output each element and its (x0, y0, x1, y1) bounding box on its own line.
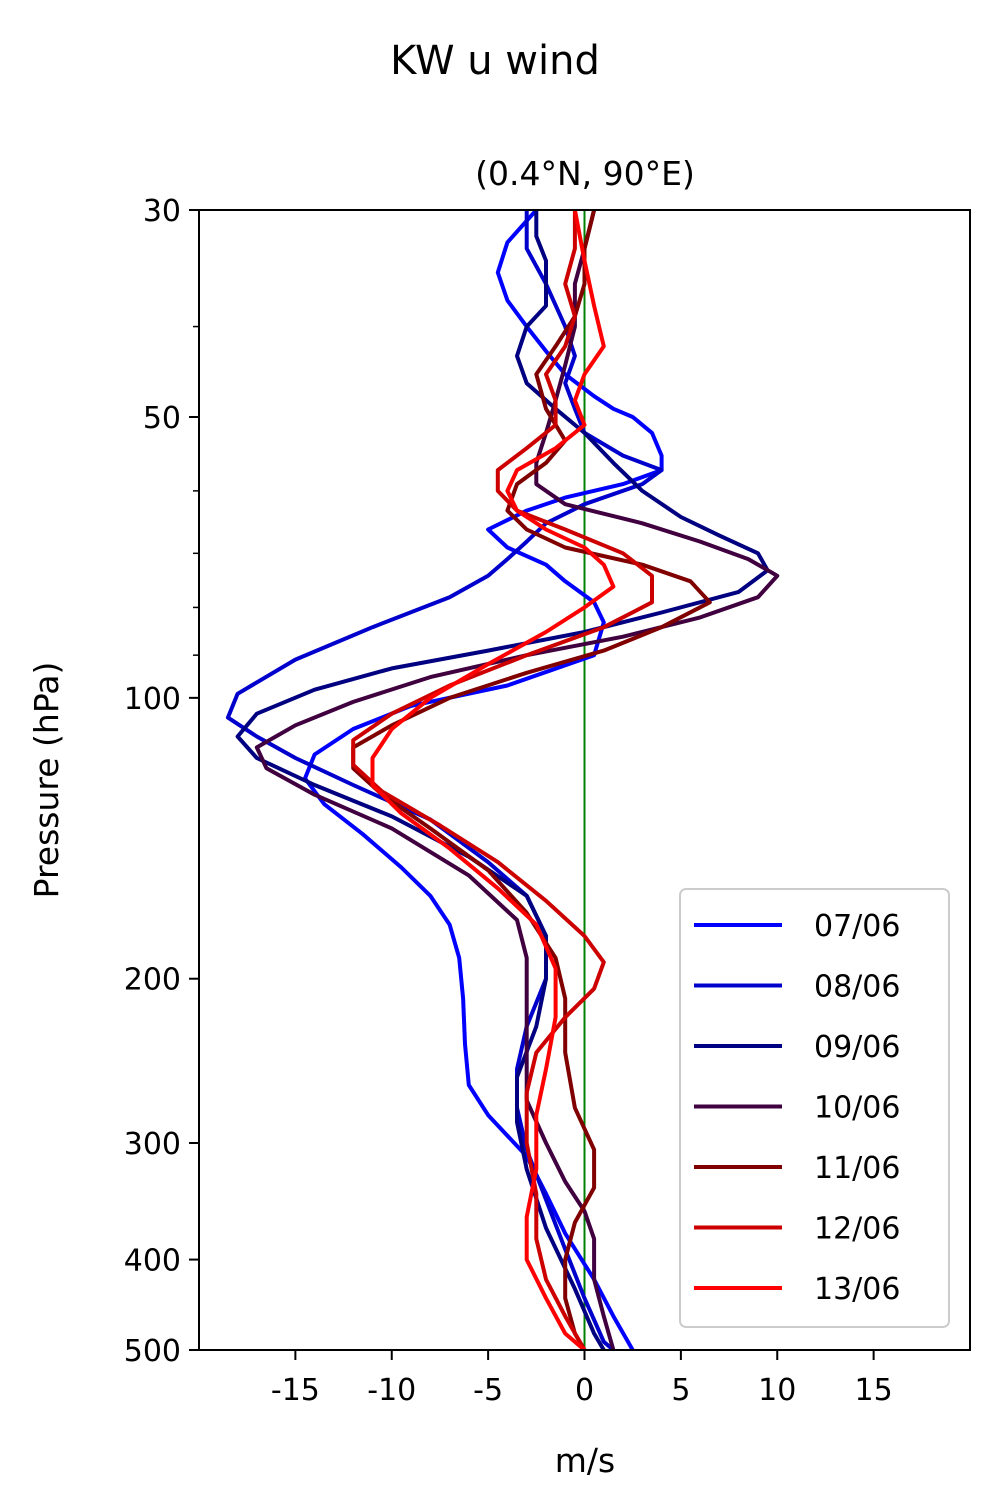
series-line-13-06 (370, 210, 616, 1350)
x-axis: -15 -10 -5 0 5 10 15 (271, 1350, 893, 1408)
y-tick-label: 300 (124, 1127, 181, 1162)
chart-title: KW u wind (390, 38, 600, 84)
legend-label: 11/06 (814, 1151, 900, 1186)
x-tick-label: 10 (758, 1373, 796, 1408)
legend-label: 12/06 (814, 1212, 900, 1247)
x-tick-label: 5 (671, 1373, 690, 1408)
x-tick-label: 0 (575, 1373, 594, 1408)
y-tick-label: 200 (124, 963, 181, 998)
x-tick-label: -10 (367, 1373, 416, 1408)
y-tick-label: 400 (124, 1244, 181, 1279)
series-group (225, 210, 780, 1350)
y-axis-label: Pressure (hPa) (27, 662, 66, 899)
series-line-11-06 (351, 210, 712, 1350)
series-line-10-06 (254, 210, 780, 1350)
y-tick-label: 500 (124, 1334, 181, 1369)
legend-label: 08/06 (814, 970, 900, 1005)
x-tick-label: -15 (271, 1373, 320, 1408)
y-tick-label: 30 (143, 194, 181, 229)
legend-label: 10/06 (814, 1091, 900, 1126)
chart-subtitle: (0.4°N, 90°E) (475, 154, 695, 193)
x-axis-label: m/s (555, 1441, 615, 1480)
series-line-12-06 (351, 210, 654, 1350)
series-line-07-06 (303, 210, 664, 1350)
x-tick-label: -5 (473, 1373, 503, 1408)
y-tick-label: 50 (143, 401, 181, 436)
legend-frame (679, 888, 950, 1328)
x-tick-label: 15 (855, 1373, 893, 1408)
y-axis: 30 50 100 200 300 400 500 (124, 194, 199, 1369)
legend-label: 13/06 (814, 1272, 900, 1307)
y-tick-label: 100 (124, 682, 181, 717)
legend-label: 09/06 (814, 1030, 900, 1065)
series-line-09-06 (235, 210, 770, 1350)
legend: 07/06 08/06 09/06 10/06 11/06 12/06 13/06 (679, 888, 950, 1328)
legend-label: 07/06 (814, 909, 900, 944)
